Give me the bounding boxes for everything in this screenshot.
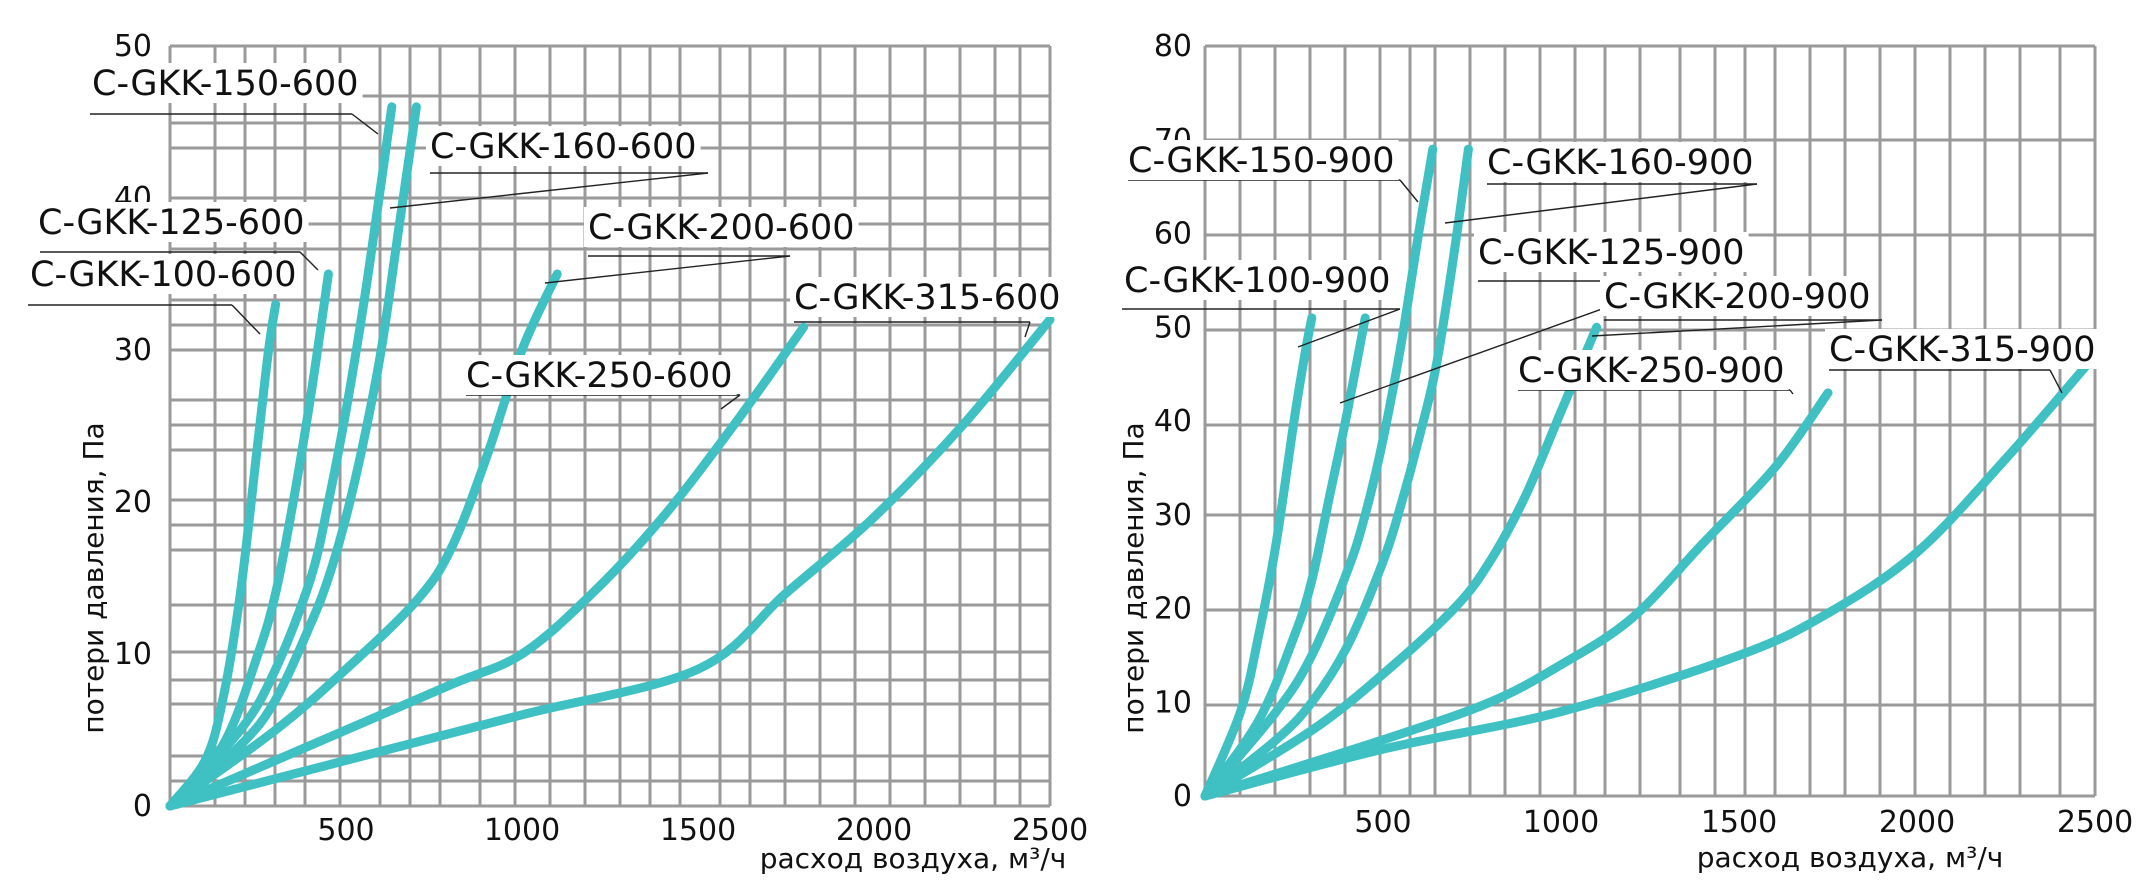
label-bg <box>1825 329 2100 369</box>
series-labels: C-GKK-100-600 C-GKK-125-600 C-GKK-150-600 C… <box>26 63 1065 410</box>
series-line-c-gkk-100-600 <box>165 299 281 811</box>
x-tick-label: 500 <box>1354 805 1411 840</box>
leader-line <box>351 113 379 135</box>
series-line-c-gkk-160-900 <box>1200 144 1473 801</box>
x-tick-label: 2000 <box>1879 805 1955 840</box>
series-label: C-GKK-125-900 <box>1478 233 1745 273</box>
y-tick-label: 0 <box>1173 779 1192 814</box>
x-tick-label: 1000 <box>484 813 560 848</box>
series-line-c-gkk-150-900 <box>1200 144 1438 801</box>
leader-line <box>2049 369 2063 394</box>
series-line-c-gkk-150-600 <box>165 102 397 811</box>
series-line-c-gkk-200-900 <box>1200 322 1602 801</box>
series-line-c-gkk-250-900 <box>1200 388 1833 801</box>
label-bg <box>1483 142 1758 182</box>
series-label: C-GKK-125-600 <box>38 203 305 243</box>
leader-line <box>1399 179 1419 203</box>
series-line-c-gkk-250-600 <box>165 322 809 811</box>
series-label: C-GKK-160-900 <box>1487 143 1754 183</box>
label-bg <box>34 202 309 242</box>
leader-line <box>1444 183 1758 224</box>
y-tick-label: 30 <box>114 333 152 368</box>
label-bg <box>426 126 701 166</box>
series-label: C-GKK-250-600 <box>466 356 733 396</box>
series-line-c-gkk-100-900 <box>1200 313 1317 801</box>
series-label: C-GKK-200-600 <box>588 208 855 248</box>
x-axis-title: расход воздуха, м³/ч <box>1697 841 2004 874</box>
series-label: C-GKK-315-900 <box>1829 330 2096 370</box>
leader-line <box>1591 319 1883 337</box>
series-labels: C-GKK-100-900 C-GKK-125-900 C-GKK-150-900 C… <box>1120 140 2100 404</box>
label-bg <box>584 207 859 247</box>
label-bg <box>1124 140 1399 180</box>
y-tick-label: 0 <box>133 789 152 824</box>
leader-line <box>1789 389 1794 395</box>
series-label: C-GKK-150-900 <box>1128 141 1395 181</box>
leader-line <box>389 172 709 209</box>
series-label: C-GKK-200-900 <box>1604 277 1871 317</box>
y-tick-label: 40 <box>1154 404 1192 439</box>
chart-right-900: 010203040506070805001000150020002500расх… <box>1117 29 2133 874</box>
y-tick-label: 50 <box>114 29 152 64</box>
y-tick-label: 10 <box>1154 685 1192 720</box>
series-label: C-GKK-160-600 <box>430 127 697 167</box>
y-axis-title: потери давления, Па <box>77 422 110 733</box>
y-tick-label: 50 <box>1154 310 1192 345</box>
series-label: C-GKK-250-900 <box>1518 351 1785 391</box>
y-tick-label: 60 <box>1154 217 1192 252</box>
series-line-c-gkk-160-600 <box>165 102 421 811</box>
label-bg <box>1600 276 1875 316</box>
leader-line <box>231 304 261 335</box>
series-label: C-GKK-100-600 <box>30 255 297 295</box>
label-bg <box>88 63 363 103</box>
label-bg <box>1120 260 1395 300</box>
x-tick-label: 1500 <box>1701 805 1777 840</box>
y-axis-title: потери давления, Па <box>1117 422 1150 733</box>
y-tick-label: 80 <box>1154 29 1192 64</box>
x-tick-label: 500 <box>317 813 374 848</box>
series-lines <box>1200 144 2100 801</box>
series-line-c-gkk-125-900 <box>1200 313 1370 801</box>
x-tick-label: 1000 <box>1523 805 1599 840</box>
x-tick-label: 2000 <box>836 813 912 848</box>
label-bg <box>790 277 1065 317</box>
x-tick-label: 2500 <box>1012 813 1088 848</box>
leader-line <box>544 255 791 284</box>
series-label: C-GKK-150-600 <box>92 64 359 104</box>
leader-line <box>299 251 319 271</box>
series-label: C-GKK-100-900 <box>1124 261 1391 301</box>
series-label: C-GKK-315-600 <box>794 278 1061 318</box>
y-tick-label: 30 <box>1154 498 1192 533</box>
x-axis-title: расход воздуха, м³/ч <box>760 842 1067 875</box>
x-tick-label: 2500 <box>2057 805 2133 840</box>
y-tick-label: 20 <box>1154 592 1192 627</box>
y-tick-label: 10 <box>114 637 152 672</box>
leader-line <box>1024 321 1031 338</box>
leader-line <box>1297 308 1401 348</box>
y-tick-label: 20 <box>114 485 152 520</box>
series-line-c-gkk-315-600 <box>165 315 1055 811</box>
label-bg <box>1474 232 1749 272</box>
leader-line <box>720 394 741 410</box>
series-line-c-gkk-315-900 <box>1200 350 2100 801</box>
x-tick-label: 1500 <box>660 813 736 848</box>
label-bg <box>26 254 301 294</box>
label-bg <box>1514 350 1789 390</box>
label-bg <box>462 355 737 395</box>
